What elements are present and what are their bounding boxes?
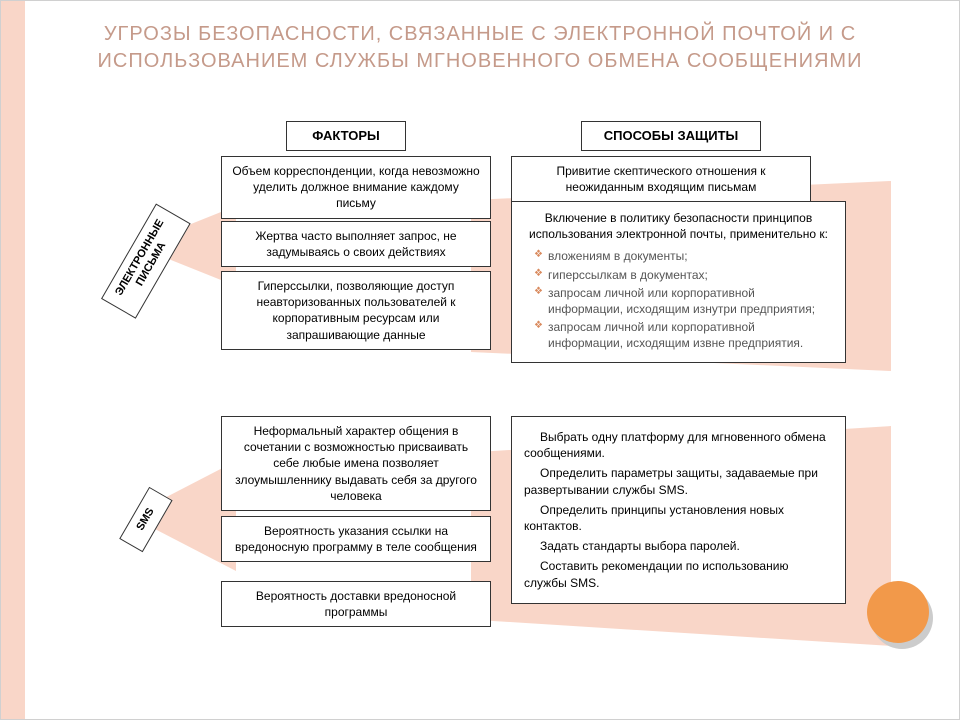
header-protection: СПОСОБЫ ЗАЩИТЫ	[581, 121, 761, 151]
protection-sms: Выбрать одну платформу для мгновенного о…	[511, 416, 846, 604]
protection-email-1: Привитие скептического отношения к неожи…	[511, 156, 811, 202]
left-accent-bar	[1, 1, 25, 719]
protection-sms-item: Выбрать одну платформу для мгновенного о…	[524, 429, 833, 461]
factor-email-2: Жертва часто выполняет запрос, не задумы…	[221, 221, 491, 267]
factor-email-3: Гиперссылки, позволяющие доступ неавтори…	[221, 271, 491, 350]
slide-title: УГРОЗЫ БЕЗОПАСНОСТИ, СВЯЗАННЫЕ С ЭЛЕКТРО…	[81, 21, 879, 75]
header-factors: ФАКТОРЫ	[286, 121, 406, 151]
protection-email-2-item: запросам личной или корпоративной информ…	[534, 285, 833, 317]
protection-sms-item: Задать стандарты выбора паролей.	[524, 538, 833, 554]
factor-sms-3: Вероятность доставки вредоносной програм…	[221, 581, 491, 627]
protection-email-2-lead: Включение в политику безопасности принци…	[524, 210, 833, 242]
slide: УГРОЗЫ БЕЗОПАСНОСТИ, СВЯЗАННЫЕ С ЭЛЕКТРО…	[0, 0, 960, 720]
decor-circle	[867, 581, 929, 643]
protection-email-2: Включение в политику безопасности принци…	[511, 201, 846, 363]
factor-email-1: Объем корреспонденции, когда невозможно …	[221, 156, 491, 219]
factor-sms-1: Неформальный характер общения в сочетани…	[221, 416, 491, 511]
protection-sms-item: Определить параметры защиты, задаваемые …	[524, 465, 833, 497]
protection-sms-item: Определить принципы установления новых к…	[524, 502, 833, 534]
protection-sms-item: Составить рекомендации по использованию …	[524, 558, 833, 590]
protection-email-2-list: вложениям в документы; гиперссылкам в до…	[524, 248, 833, 351]
protection-email-2-item: вложениям в документы;	[534, 248, 833, 264]
diagram-canvas: ФАКТОРЫ СПОСОБЫ ЗАЩИТЫ ЭЛЕКТРОННЫЕПИСЬМА…	[41, 121, 921, 691]
protection-email-2-item: гиперссылкам в документах;	[534, 267, 833, 283]
protection-email-2-item: запросам личной или корпоративной информ…	[534, 319, 833, 351]
factor-sms-2: Вероятность указания ссылки на вредоносн…	[221, 516, 491, 562]
